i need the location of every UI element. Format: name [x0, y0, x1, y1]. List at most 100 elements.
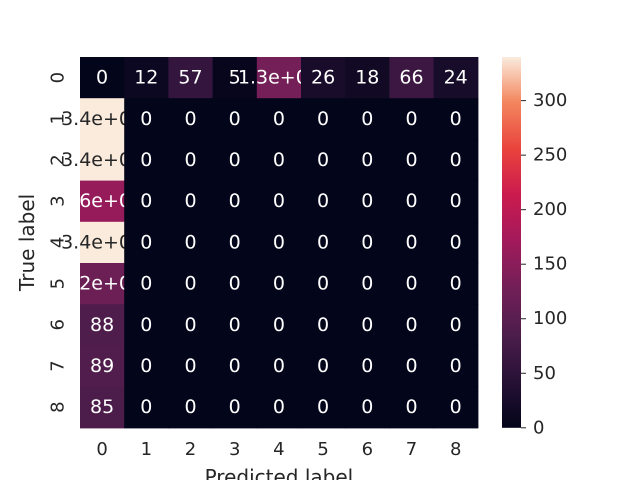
cell-value-label: 0 — [450, 231, 462, 253]
cell-value-label: 3.4e+02 — [61, 231, 143, 253]
colorbar-tick-label: 150 — [533, 254, 567, 275]
cell-value-label: 18 — [355, 67, 379, 89]
heatmap-cell — [124, 221, 169, 264]
heatmap-cell — [212, 180, 258, 223]
cell-value-label: 0 — [405, 190, 417, 212]
heatmap-cell — [389, 221, 435, 264]
cell-value-label: 5 — [229, 67, 241, 89]
cell-value-label: 0 — [140, 314, 152, 336]
cell-value-label: 0 — [317, 190, 329, 212]
cell-value-label: 1.2e+02 — [61, 273, 143, 295]
y-tick-labels: 0 1 2 3 4 5 6 7 8 — [48, 72, 69, 413]
heatmap-cell — [345, 386, 390, 429]
cell-value-label: 0 — [317, 273, 329, 295]
cell-value-label: 0 — [140, 108, 152, 130]
y-axis-label: True label — [15, 194, 39, 292]
heatmap-cell — [124, 263, 169, 305]
cell-value-label: 0 — [361, 396, 373, 418]
y-tick-label: 3 — [48, 195, 69, 206]
heatmap-cell — [80, 304, 125, 346]
x-tick-label: 6 — [362, 439, 373, 460]
cell-value-label: 0 — [273, 149, 285, 171]
cell-value-label: 0 — [450, 190, 462, 212]
heatmap-cell — [345, 221, 390, 264]
heatmap-cell — [256, 221, 302, 264]
cell-value-label: 0 — [317, 108, 329, 130]
y-tick-label: 4 — [48, 237, 69, 248]
cell-value-label: 0 — [140, 355, 152, 377]
cell-value-label: 0 — [361, 273, 373, 295]
heatmap-cell — [301, 139, 346, 182]
heatmap-cell — [433, 139, 479, 182]
heatmap-cell — [168, 221, 214, 264]
cell-value-label: 1.3e+02 — [238, 67, 320, 89]
cell-value-label: 0 — [140, 396, 152, 418]
x-tick-labels: 0 1 2 3 4 5 6 7 8 — [96, 439, 461, 460]
colorbar-ticks: 0 50 100 150 200 250 300 — [521, 90, 567, 438]
heatmap-cell — [212, 304, 258, 346]
heatmap-cell — [256, 98, 302, 140]
cell-value-label: 0 — [229, 273, 241, 295]
heatmap-cell — [345, 304, 390, 346]
heatmap-cell — [433, 304, 479, 346]
heatmap-cell — [433, 221, 479, 264]
heatmap-cell — [80, 345, 125, 388]
heatmap-cell — [124, 304, 169, 346]
heatmap-cell — [345, 139, 390, 182]
cell-value-label: 0 — [450, 314, 462, 336]
heatmap-cell — [124, 139, 169, 182]
cell-value-label: 0 — [140, 231, 152, 253]
y-tick-label: 8 — [48, 401, 69, 412]
cell-value-label: 0 — [405, 273, 417, 295]
x-tick-label: 2 — [185, 439, 196, 460]
cell-value-label: 0 — [405, 355, 417, 377]
cell-value-label: 0 — [229, 355, 241, 377]
cell-value-label: 0 — [140, 273, 152, 295]
heatmap-cell — [345, 345, 390, 388]
heatmap-cell — [212, 345, 258, 388]
cell-value-label: 0 — [273, 314, 285, 336]
cell-value-label: 0 — [450, 149, 462, 171]
colorbar — [502, 57, 521, 428]
heatmap-cell — [80, 263, 125, 305]
x-tick-label: 0 — [96, 439, 107, 460]
cell-value-label: 0 — [184, 396, 196, 418]
cell-value-label: 0 — [317, 149, 329, 171]
cell-value-label: 0 — [450, 273, 462, 295]
heatmap-cell — [301, 98, 346, 140]
heatmap-cell — [433, 57, 479, 99]
cell-value-label: 0 — [450, 355, 462, 377]
cell-value-label: 3.4e+02 — [61, 149, 143, 171]
x-tick-label: 8 — [450, 439, 461, 460]
heatmap-cell — [256, 345, 302, 388]
x-tick-label: 4 — [273, 439, 284, 460]
cell-value-label: 0 — [273, 273, 285, 295]
x-tick-label: 1 — [141, 439, 152, 460]
cell-value-label: 0 — [273, 355, 285, 377]
cell-value-label: 0 — [184, 231, 196, 253]
cell-value-label: 0 — [229, 231, 241, 253]
cell-value-label: 0 — [361, 355, 373, 377]
heatmap-cell — [168, 139, 214, 182]
heatmap-cell — [168, 345, 214, 388]
x-tick-label: 3 — [229, 439, 240, 460]
cell-value-label: 0 — [273, 190, 285, 212]
heatmap-cell — [124, 57, 169, 99]
cell-value-label: 0 — [317, 355, 329, 377]
heatmap-cell — [168, 386, 214, 429]
heatmap-cell — [80, 180, 125, 223]
heatmap-cell — [256, 263, 302, 305]
heatmap-cell — [345, 180, 390, 223]
heatmap-cell — [301, 221, 346, 264]
heatmap-cell — [80, 98, 125, 140]
heatmap-cell — [433, 345, 479, 388]
heatmap-cell — [389, 98, 435, 140]
heatmap-cell — [80, 57, 125, 99]
cell-value-label: 0 — [184, 273, 196, 295]
heatmap-cell — [256, 139, 302, 182]
heatmap-cell — [301, 263, 346, 305]
cell-value-label: 0 — [361, 231, 373, 253]
x-axis-label: Predicted label — [205, 465, 354, 480]
cell-value-label: 0 — [184, 108, 196, 130]
